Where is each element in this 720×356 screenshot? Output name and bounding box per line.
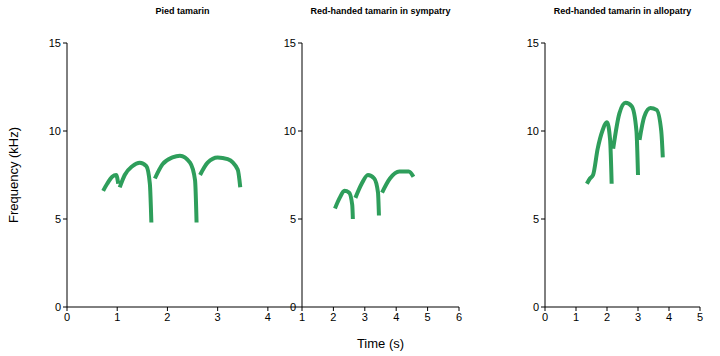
svg-text:0: 0: [542, 311, 548, 323]
svg-text:10: 10: [49, 125, 61, 137]
html-text:Pied tamarin: Pied tamarin: [155, 6, 210, 16]
svg-text:0: 0: [533, 301, 539, 313]
svg-text:1: 1: [114, 311, 120, 323]
svg-text:5: 5: [290, 213, 296, 225]
svg-text:0: 0: [55, 301, 61, 313]
svg-text:3: 3: [362, 311, 368, 323]
svg-text:10: 10: [284, 125, 296, 137]
svg-text:3: 3: [215, 311, 221, 323]
svg-text:15: 15: [284, 37, 296, 49]
svg-text:5: 5: [533, 213, 539, 225]
svg-text:2: 2: [604, 311, 610, 323]
svg-text:4: 4: [666, 311, 672, 323]
svg-text:2: 2: [164, 311, 170, 323]
svg-text:0: 0: [290, 301, 296, 313]
html-text:Red-handed tamarin in allopatr: Red-handed tamarin in allopatry: [553, 6, 692, 16]
svg-text:15: 15: [527, 37, 539, 49]
svg-text:4: 4: [393, 311, 399, 323]
svg-text:5: 5: [425, 311, 431, 323]
svg-text:3: 3: [635, 311, 641, 323]
svg-text:4: 4: [265, 311, 271, 323]
svg-text:6: 6: [456, 311, 462, 323]
svg-text:2: 2: [330, 311, 336, 323]
svg-text:10: 10: [527, 125, 539, 137]
svg-text:0: 0: [64, 311, 70, 323]
svg-text:Time (s): Time (s): [357, 336, 404, 351]
html-text:Red-handed tamarin in sympatry: Red-handed tamarin in sympatry: [310, 6, 451, 16]
svg-text:5: 5: [55, 213, 61, 225]
svg-text:1: 1: [573, 311, 579, 323]
svg-text:15: 15: [49, 37, 61, 49]
svg-text:1: 1: [299, 311, 305, 323]
svg-text:5: 5: [697, 311, 703, 323]
svg-text:Frequency (kHz): Frequency (kHz): [6, 127, 21, 223]
